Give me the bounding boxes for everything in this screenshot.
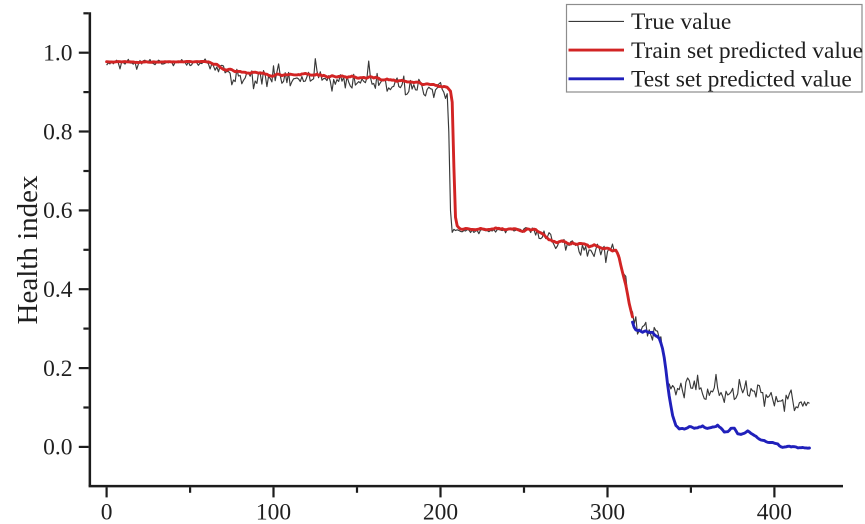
svg-text:Test set predicted value: Test set predicted value xyxy=(631,67,852,93)
svg-text:0: 0 xyxy=(101,500,113,524)
svg-text:0.2: 0.2 xyxy=(43,356,72,382)
svg-text:0.6: 0.6 xyxy=(43,198,73,224)
svg-text:100: 100 xyxy=(256,500,291,524)
svg-text:200: 200 xyxy=(423,500,458,524)
svg-text:True value: True value xyxy=(631,9,731,35)
svg-text:Health index: Health index xyxy=(12,175,44,324)
svg-text:0.8: 0.8 xyxy=(43,119,72,145)
svg-text:Train set predicted value: Train set predicted value xyxy=(631,38,863,64)
svg-text:0.4: 0.4 xyxy=(43,277,73,303)
svg-text:300: 300 xyxy=(590,500,625,524)
svg-text:0.0: 0.0 xyxy=(43,435,72,461)
svg-text:400: 400 xyxy=(757,500,792,524)
svg-text:1.0: 1.0 xyxy=(43,41,72,67)
